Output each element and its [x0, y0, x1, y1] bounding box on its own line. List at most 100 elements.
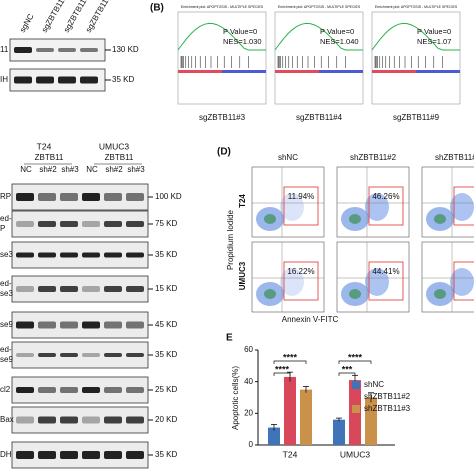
bar: [284, 376, 296, 445]
rank-bar-red: [372, 70, 416, 73]
band: [82, 252, 100, 258]
band: [104, 416, 122, 424]
significance-label: ****: [348, 352, 363, 362]
blot-frame: [11, 183, 149, 211]
significance-bracket: [338, 360, 372, 364]
band: [82, 387, 100, 393]
size-marker: 15 KD: [155, 284, 177, 293]
rank-bar-red: [178, 70, 222, 73]
gsea-nes: NES=1.030: [223, 37, 262, 46]
cell-cloud: [450, 193, 474, 221]
cell-core: [264, 214, 276, 224]
cell-cloud: [280, 268, 304, 296]
significance-label: ***: [342, 364, 353, 374]
legend-swatch: [352, 405, 360, 413]
band: [104, 286, 122, 292]
cell-core: [434, 289, 446, 299]
band: [126, 321, 144, 329]
lane-label: sh#2: [105, 165, 123, 174]
band: [126, 252, 144, 258]
band: [16, 451, 34, 459]
size-marker: 35 KD: [155, 350, 177, 359]
gsea-frame: [274, 11, 364, 105]
gsea-p: P Value=0: [417, 27, 451, 36]
gsea-frame: [371, 11, 461, 105]
gene-label: ZBTB11: [105, 153, 134, 162]
cell-line: T24: [37, 141, 52, 151]
band: [14, 76, 32, 84]
row-label: ed-: [0, 345, 12, 354]
y-tick-label: 60: [244, 345, 253, 354]
legend-swatch: [352, 393, 360, 401]
blot-frame: [11, 241, 149, 269]
row-label: se3: [0, 250, 13, 259]
band: [80, 76, 98, 84]
band: [104, 221, 122, 227]
gate-box: [283, 186, 319, 226]
band: [36, 76, 54, 84]
band: [60, 321, 78, 329]
gsea-title: Enrichment plot: APOPTOSIS - MULTIPLE SP…: [278, 5, 361, 9]
size-marker: 35 KD: [155, 250, 177, 259]
y-tick-label: 20: [244, 408, 253, 417]
row-label: 11: [0, 45, 9, 54]
rank-bar-blue: [416, 70, 460, 73]
band: [60, 353, 78, 357]
band: [82, 321, 100, 329]
significance-bracket: [273, 360, 307, 364]
band: [82, 416, 100, 424]
gate-box: [453, 186, 474, 226]
lane-label: sgZBTB11#9: [84, 0, 115, 34]
gsea-title: Enrichment plot: APOPTOSIS - MULTIPLE SP…: [181, 5, 264, 9]
row-label: ed-: [0, 214, 12, 223]
band: [126, 416, 144, 424]
axis-label: Propidium Iodide: [226, 209, 235, 270]
row-label: se9: [0, 355, 13, 364]
blot-frame: [11, 376, 149, 404]
legend-label: shNC: [364, 380, 384, 389]
band: [82, 286, 100, 292]
band: [38, 321, 56, 329]
rank-bar-blue: [319, 70, 363, 73]
enrichment-curve: [371, 22, 460, 51]
size-marker: 20 KD: [155, 415, 177, 424]
size-marker: 100 KD: [155, 192, 182, 201]
row-label: RP: [0, 192, 11, 201]
y-tick-label: 40: [244, 377, 253, 386]
panel-label: (B): [150, 3, 164, 14]
band: [126, 387, 144, 393]
lane-label: sgNC: [18, 12, 36, 34]
legend-swatch: [352, 381, 360, 389]
cell-cloud: [280, 193, 304, 221]
axis-label: Annexin V-FITC: [282, 315, 339, 324]
rank-bar-blue: [222, 70, 266, 73]
band: [126, 286, 144, 292]
blot-frame: [11, 341, 149, 369]
enrichment-curve: [274, 22, 363, 51]
apoptosis-percent: 16.22%: [287, 267, 314, 276]
band: [38, 286, 56, 292]
band: [60, 193, 78, 201]
blot-frame: [11, 275, 149, 303]
column-label: shZBTB11#2: [350, 153, 397, 162]
cell-core: [349, 289, 361, 299]
band: [58, 48, 76, 52]
row-label: se3: [0, 289, 13, 298]
band: [80, 48, 98, 52]
blot-frame: [11, 441, 149, 469]
band: [60, 252, 78, 258]
row-label: se9: [0, 320, 13, 329]
cell-core: [434, 214, 446, 224]
panel-label: (D): [217, 147, 231, 158]
band: [38, 387, 56, 393]
band: [126, 353, 144, 357]
gene-label: ZBTB11: [35, 153, 64, 162]
gate-box: [368, 261, 404, 301]
lane-label: sh#2: [39, 165, 57, 174]
lane-label: sh#3: [127, 165, 145, 174]
axis-label: Apoptotic cells(%): [231, 366, 240, 430]
gsea-title: Enrichment plot: APOPTOSIS - MULTIPLE SP…: [375, 5, 458, 9]
cell-core: [264, 289, 276, 299]
band: [38, 193, 56, 201]
